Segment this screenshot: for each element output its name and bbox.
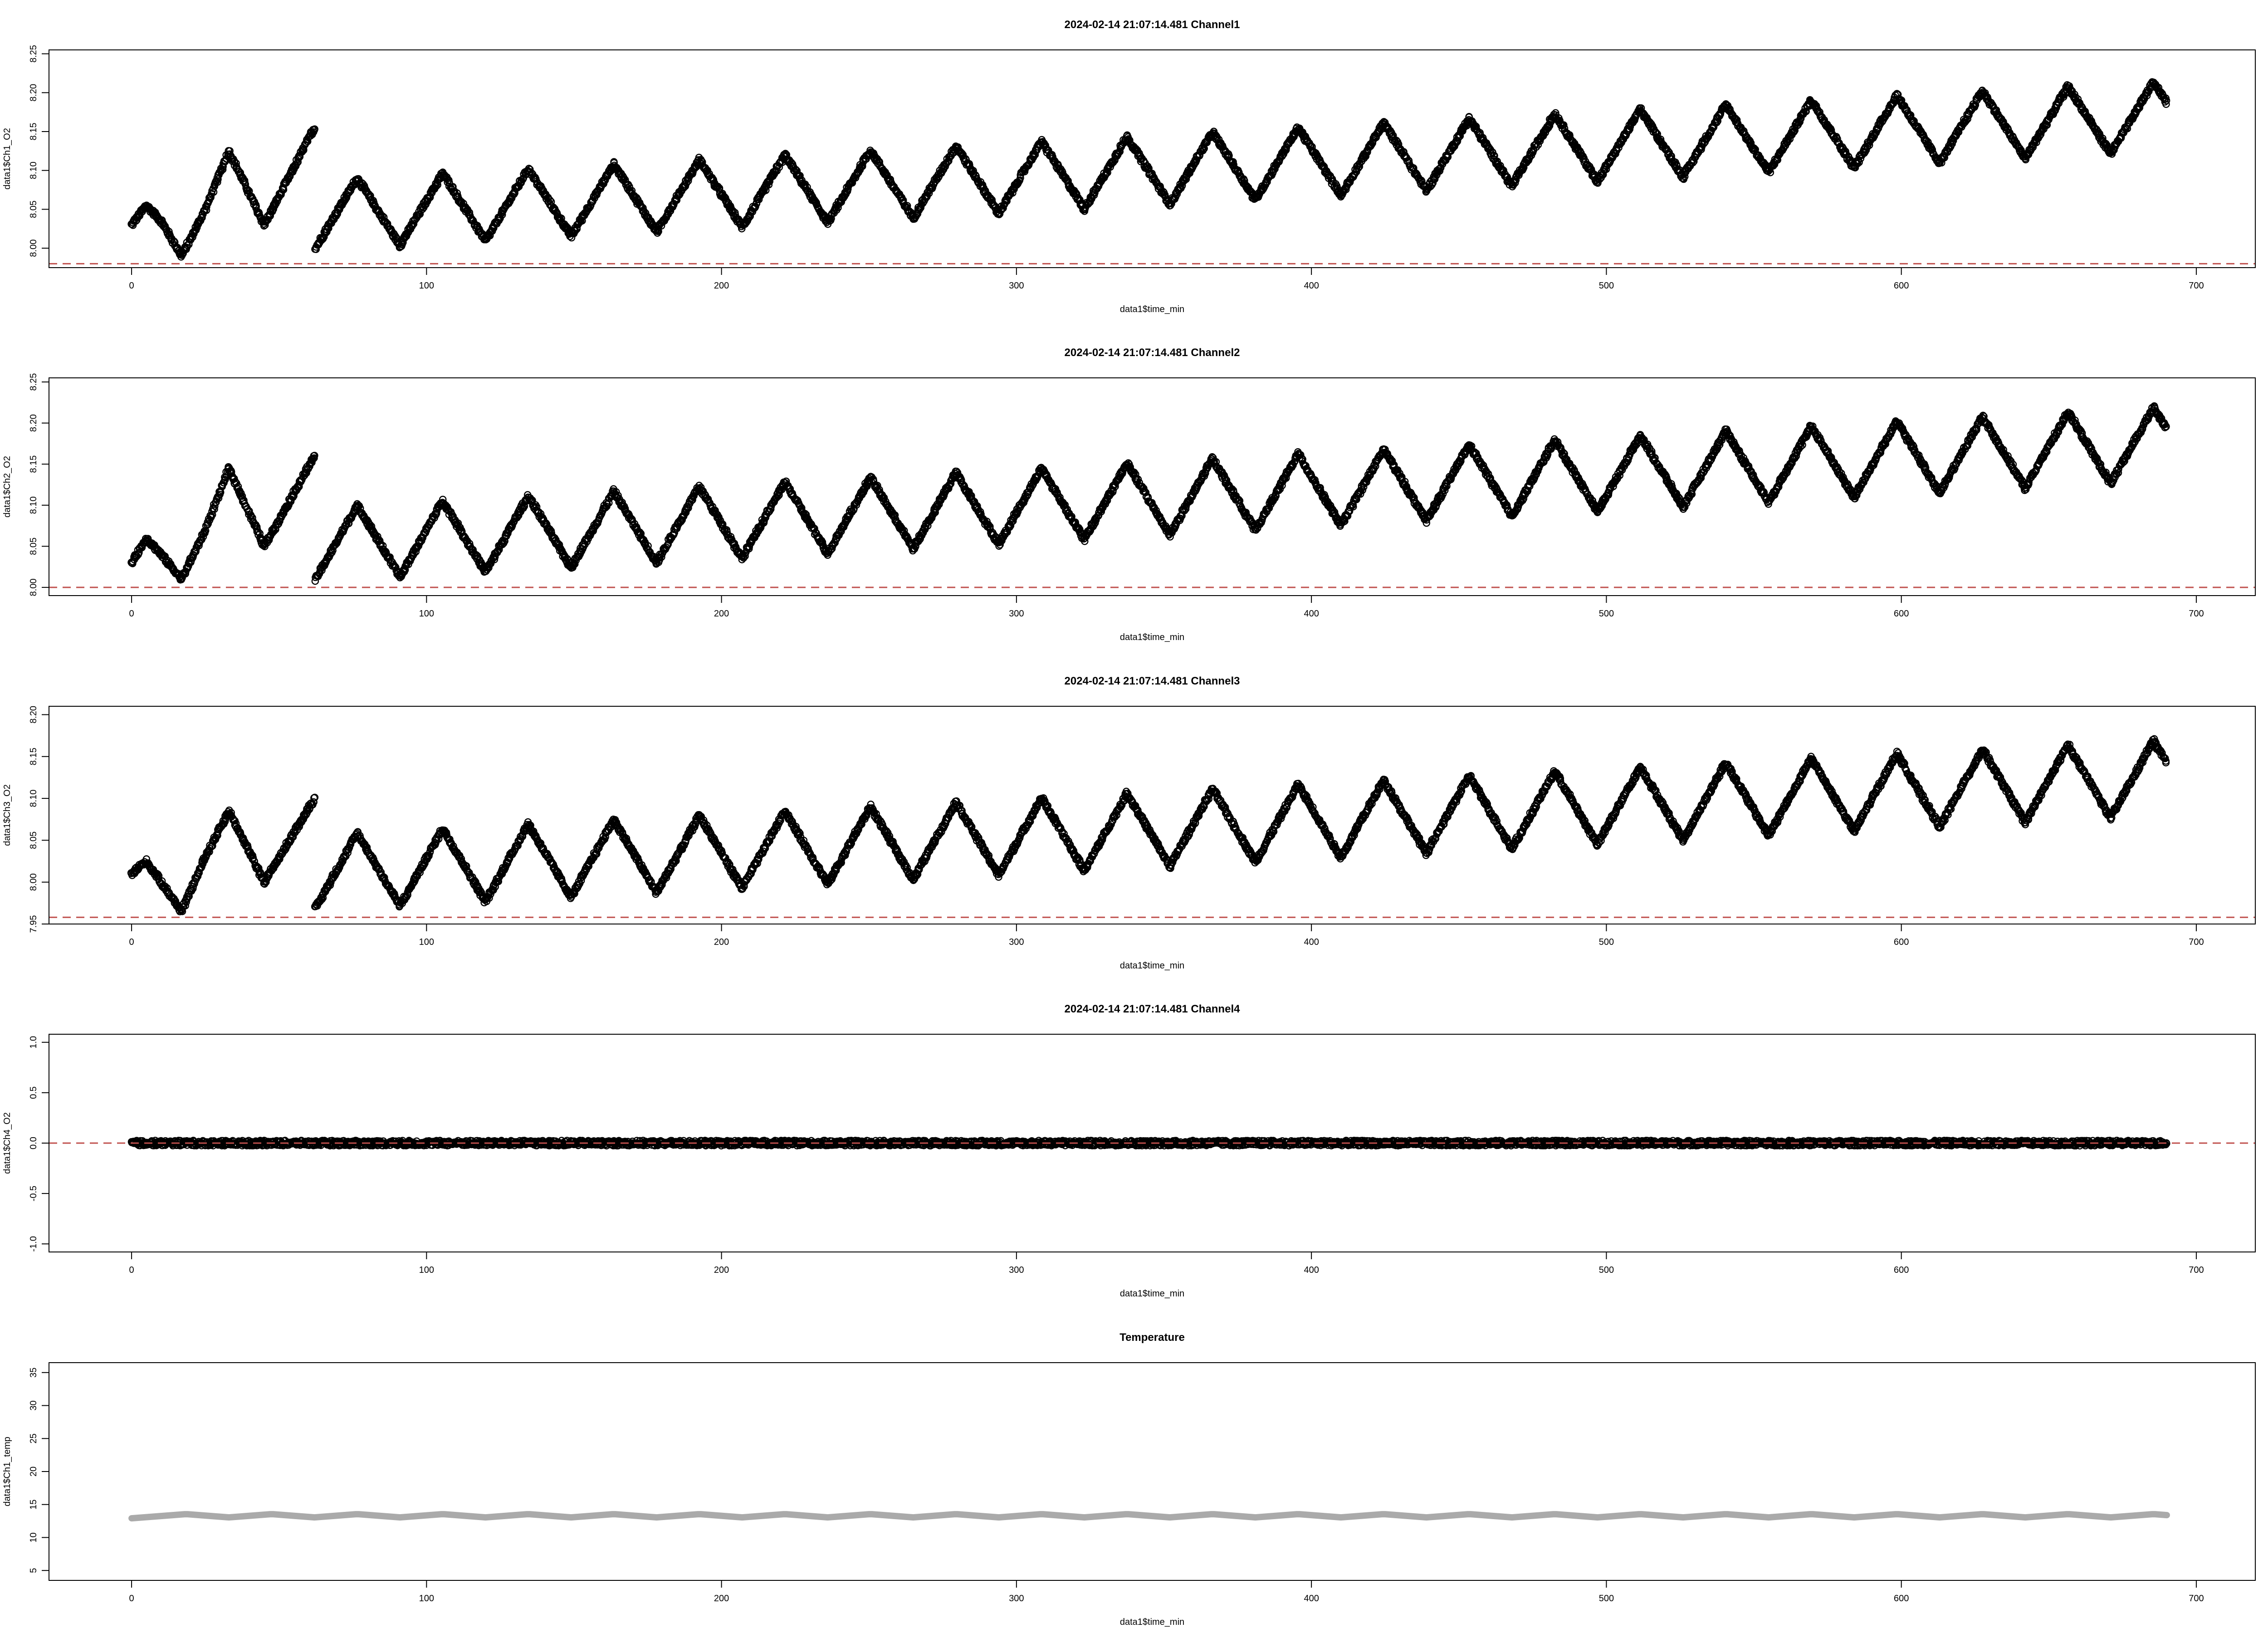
y-tick-label: 8.10: [29, 161, 39, 179]
data-point: [603, 172, 611, 180]
y-axis-label: data1$Ch1_O2: [2, 128, 12, 190]
data-point: [458, 198, 465, 206]
x-tick-label: 400: [1304, 281, 1319, 291]
x-tick-label: 500: [1599, 281, 1614, 291]
data-point: [203, 203, 210, 210]
data-point: [465, 209, 474, 216]
data-point: [751, 204, 759, 211]
data-point: [858, 161, 866, 169]
x-tick-label: 700: [2189, 281, 2204, 291]
y-tick-label: 8.20: [29, 84, 39, 102]
y-tick-label: 8.15: [29, 123, 39, 141]
data-point: [765, 181, 773, 189]
y-tick-label: 8.05: [29, 200, 39, 218]
data-point: [264, 216, 272, 224]
data-point: [214, 175, 222, 183]
data-point: [464, 207, 472, 215]
data-point: [230, 158, 239, 166]
x-axis-label: data1$time_min: [1120, 304, 1184, 314]
data-point: [310, 126, 318, 134]
x-tick-label: 0: [129, 281, 134, 291]
y-tick-label: 8.00: [29, 240, 39, 257]
data-point: [318, 235, 326, 243]
x-tick-label: 100: [419, 281, 434, 291]
y-tick-label: 8.25: [29, 45, 39, 63]
data-point: [410, 220, 418, 228]
x-tick-label: 200: [714, 281, 729, 291]
x-tick-label: 600: [1894, 281, 1909, 291]
data-point: [787, 159, 795, 166]
data-points: [127, 78, 2170, 261]
data-point: [323, 228, 331, 236]
data-point: [232, 159, 240, 167]
panel-title: 2024-02-14 21:07:14.481 Channel1: [1065, 19, 1240, 31]
data-point: [226, 147, 234, 155]
panel-1: 0 100 200 300 400 500 600 700 8.00 8.05 8.10 8.15 8.…: [2, 19, 2256, 314]
data-point: [252, 202, 260, 210]
data-point: [255, 209, 263, 217]
data-point: [399, 239, 407, 246]
data-point: [293, 160, 301, 167]
x-tick-label: 300: [1009, 281, 1024, 291]
data-point: [513, 184, 521, 192]
data-point: [765, 177, 773, 185]
data-point: [214, 178, 221, 186]
